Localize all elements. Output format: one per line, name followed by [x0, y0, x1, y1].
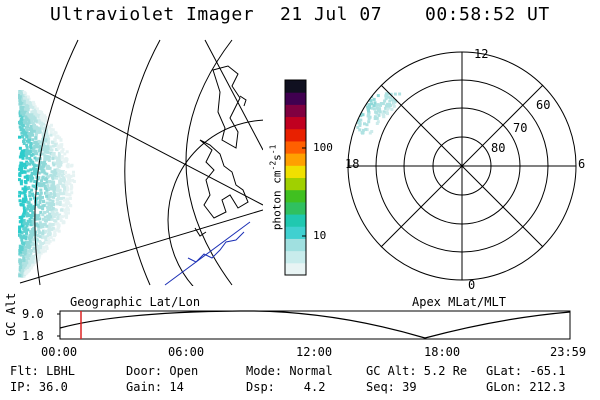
colorbar — [284, 79, 307, 276]
timeline-xtick-0000: 00:00 — [41, 345, 78, 359]
timeline-xtick-2359: 23:59 — [550, 345, 587, 359]
instrument-title: Ultraviolet Imager — [50, 4, 255, 25]
coastline-3 — [187, 231, 245, 263]
status-filter: Flt: LBHL — [10, 364, 76, 378]
mlat-label-60: 60 — [536, 98, 551, 112]
lat-arc-1 — [34, 39, 79, 286]
colorbar-band — [285, 104, 306, 118]
mlt-label-0: 0 — [468, 278, 476, 292]
mlt-label-6: 6 — [578, 157, 586, 171]
colorbar-band — [285, 238, 306, 252]
colorbar-band — [285, 116, 306, 130]
status-mode: Mode: Normal — [246, 364, 333, 378]
colorbar-unit-label: photon cm-2s-1 — [268, 144, 284, 231]
colorbar-band — [285, 92, 306, 105]
timeline-xtick-0600: 06:00 — [168, 345, 205, 359]
altitude-timeline — [57, 310, 571, 340]
colorbar-band — [285, 128, 306, 142]
polar-plot — [347, 51, 577, 281]
status-door: Door: Open — [126, 364, 199, 378]
lat-arc-3 — [185, 39, 233, 286]
lat-circle — [167, 119, 263, 286]
colorbar-band — [285, 201, 306, 215]
mlt-label-18: 18 — [345, 157, 360, 171]
terminator-line — [164, 221, 251, 286]
status-ip: IP: 36.0 — [10, 380, 68, 394]
timeline-ytick-min: 1.8 — [22, 329, 44, 343]
mlat-label-80: 80 — [491, 141, 506, 155]
mlt-label-12: 12 — [474, 47, 489, 61]
status-glat: GLat: -65.1 — [486, 364, 566, 378]
altitude-curve — [59, 310, 571, 339]
colorbar-band — [285, 165, 306, 178]
mlt-line-diag-2 — [380, 84, 544, 248]
colorbar-band — [285, 226, 306, 239]
geographic-caption: Geographic Lat/Lon — [70, 295, 201, 309]
status-seq: Seq: 39 — [366, 380, 417, 394]
colorbar-tick-10: 10 — [313, 229, 327, 242]
colorbar-band — [285, 140, 306, 154]
lat-arc-2 — [124, 39, 161, 286]
colorbar-tick-100: 100 — [313, 141, 333, 154]
apex-caption: Apex MLat/MLT — [412, 295, 506, 309]
timeline-xtick-1200: 12:00 — [296, 345, 333, 359]
lon-line-3 — [204, 39, 263, 151]
colorbar-band — [285, 80, 306, 93]
coastline-2 — [199, 139, 249, 219]
left-aurora-image — [18, 90, 76, 278]
timeline-ylabel: GC Alt — [4, 292, 18, 336]
timeline-xtick-1800: 18:00 — [424, 345, 461, 359]
status-glon: GLon: 212.3 — [486, 380, 566, 394]
coastline-1 — [212, 65, 241, 149]
colorbar-band — [285, 214, 306, 227]
colorbar-band — [285, 250, 306, 264]
lon-line-2 — [19, 209, 263, 284]
status-dsp: Dsp: 4.2 — [246, 380, 326, 394]
image-date: 21 Jul 07 — [280, 4, 383, 25]
status-gc-alt: GC Alt: 5.2 Re — [366, 364, 468, 378]
colorbar-band — [285, 153, 306, 166]
image-time: 00:58:52 UT — [425, 4, 550, 25]
mlat-label-70: 70 — [513, 121, 528, 135]
timeline-ytick-max: 9.0 — [22, 307, 44, 321]
colorbar-band — [285, 262, 306, 276]
lon-line-1 — [19, 77, 263, 206]
colorbar-band — [285, 177, 306, 191]
status-gain: Gain: 14 — [126, 380, 184, 394]
colorbar-band — [285, 189, 306, 203]
geographic-map — [18, 39, 263, 286]
